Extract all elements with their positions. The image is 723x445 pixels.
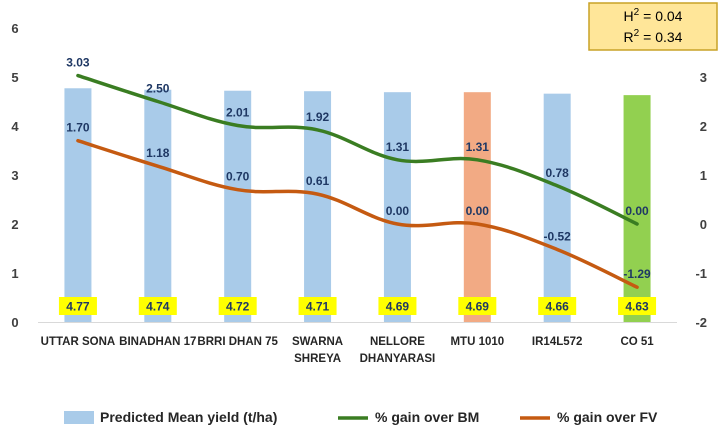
fv-value-label: 0.00 xyxy=(466,204,490,218)
right-axis-tick: -2 xyxy=(695,315,707,330)
right-axis-tick: 3 xyxy=(700,70,707,85)
bar-value-label: 4.71 xyxy=(306,300,330,314)
legend-item-bm: % gain over BM xyxy=(338,409,479,425)
left-axis-tick: 1 xyxy=(11,266,18,281)
bm-value-label: 1.31 xyxy=(386,140,410,154)
right-axis: -2-101234 xyxy=(695,21,707,330)
bars xyxy=(64,88,651,323)
category-axis: UTTAR SONA BINADHAN 17 BRRI DHAN 75 SWARNA S… xyxy=(38,322,677,365)
category-label: CO 51 xyxy=(620,336,654,348)
bar-value-label: 4.66 xyxy=(546,300,570,314)
series-line-fv xyxy=(76,138,639,289)
h2-text: H2 = 0.04 xyxy=(624,7,683,24)
bar xyxy=(144,89,172,323)
fv-value-label: -1.29 xyxy=(623,267,651,281)
fv-value-label: 0.00 xyxy=(386,204,410,218)
stats-box xyxy=(588,2,718,51)
bar-value-highlight xyxy=(218,297,257,315)
bm-value-label: 3.03 xyxy=(66,56,90,70)
category-label: BRRI DHAN 75 xyxy=(197,336,278,348)
fv-value-label: 1.18 xyxy=(146,146,170,160)
bar-value-highlight xyxy=(538,297,577,315)
bar-value-highlight xyxy=(378,297,417,315)
fv-value-label: 0.70 xyxy=(226,170,250,184)
right-axis-tick: -1 xyxy=(695,266,707,281)
bar xyxy=(64,88,92,323)
bar-value-label: 4.74 xyxy=(146,300,170,314)
series-line-bm xyxy=(76,73,639,226)
data-labels: 3.03 2.50 2.01 1.92 1.31 1.31 0.78 0.00 1.70 1.18… xyxy=(58,56,657,315)
bar-value-label: 4.72 xyxy=(226,300,250,314)
bm-value-label: 0.78 xyxy=(546,166,570,180)
lines xyxy=(76,73,639,289)
r2-text: R2 = 0.34 xyxy=(624,28,683,45)
right-axis-tick: 2 xyxy=(700,119,707,134)
stats-annotation: H2 = 0.04 R2 = 0.34 xyxy=(588,2,718,51)
legend-item-fv: % gain over FV xyxy=(520,409,658,425)
bar-value-highlight xyxy=(298,297,337,315)
right-axis-tick: 1 xyxy=(700,168,707,183)
fv-value-label: -0.52 xyxy=(544,229,572,243)
left-axis-tick: 6 xyxy=(11,21,18,36)
bm-value-label: 0.00 xyxy=(625,204,649,218)
left-axis-tick: 2 xyxy=(11,217,18,232)
bar xyxy=(383,92,411,322)
bar xyxy=(543,93,571,322)
left-axis-tick: 0 xyxy=(11,315,18,330)
bar-value-label: 4.77 xyxy=(66,300,90,314)
category-label: NELLORE xyxy=(370,336,425,348)
legend-bar-swatch xyxy=(64,411,94,424)
bar-value-label: 4.69 xyxy=(466,300,490,314)
category-label: DHANYARASI xyxy=(360,353,436,365)
bar-value-highlight xyxy=(458,297,497,315)
left-axis-tick: 4 xyxy=(11,119,19,134)
legend-fv-label: % gain over FV xyxy=(557,409,658,425)
bm-value-label: 1.31 xyxy=(466,140,490,154)
bar xyxy=(304,91,332,323)
bm-value-label: 2.01 xyxy=(226,106,250,120)
category-label: BINADHAN 17 xyxy=(119,336,196,348)
left-axis-tick: 3 xyxy=(11,168,18,183)
left-axis-tick: 5 xyxy=(11,70,18,85)
fv-value-label: 0.61 xyxy=(306,174,330,188)
category-label: UTTAR SONA xyxy=(41,336,116,348)
category-label: SHREYA xyxy=(294,353,341,365)
bar-value-label: 4.69 xyxy=(386,300,410,314)
bm-value-label: 1.92 xyxy=(306,110,330,124)
bm-value-label: 2.50 xyxy=(146,82,170,96)
bar xyxy=(463,92,491,322)
bar-value-highlight xyxy=(138,297,177,315)
legend: Predicted Mean yield (t/ha) % gain over … xyxy=(64,409,658,425)
bar-value-highlight xyxy=(58,297,97,315)
fv-value-label: 1.70 xyxy=(66,121,90,135)
bar xyxy=(224,90,252,322)
right-axis-tick: 0 xyxy=(700,217,707,232)
category-label: MTU 1010 xyxy=(450,336,504,348)
legend-bm-label: % gain over BM xyxy=(375,409,479,425)
left-axis: 0 1 2 3 4 5 6 xyxy=(11,21,19,330)
legend-bar-label: Predicted Mean yield (t/ha) xyxy=(100,409,277,425)
bar-value-highlight xyxy=(618,297,657,315)
category-label: IR14L572 xyxy=(532,336,583,348)
bar-value-label: 4.63 xyxy=(625,300,649,314)
legend-item-bar: Predicted Mean yield (t/ha) xyxy=(64,409,277,425)
category-label: SWARNA xyxy=(292,336,343,348)
